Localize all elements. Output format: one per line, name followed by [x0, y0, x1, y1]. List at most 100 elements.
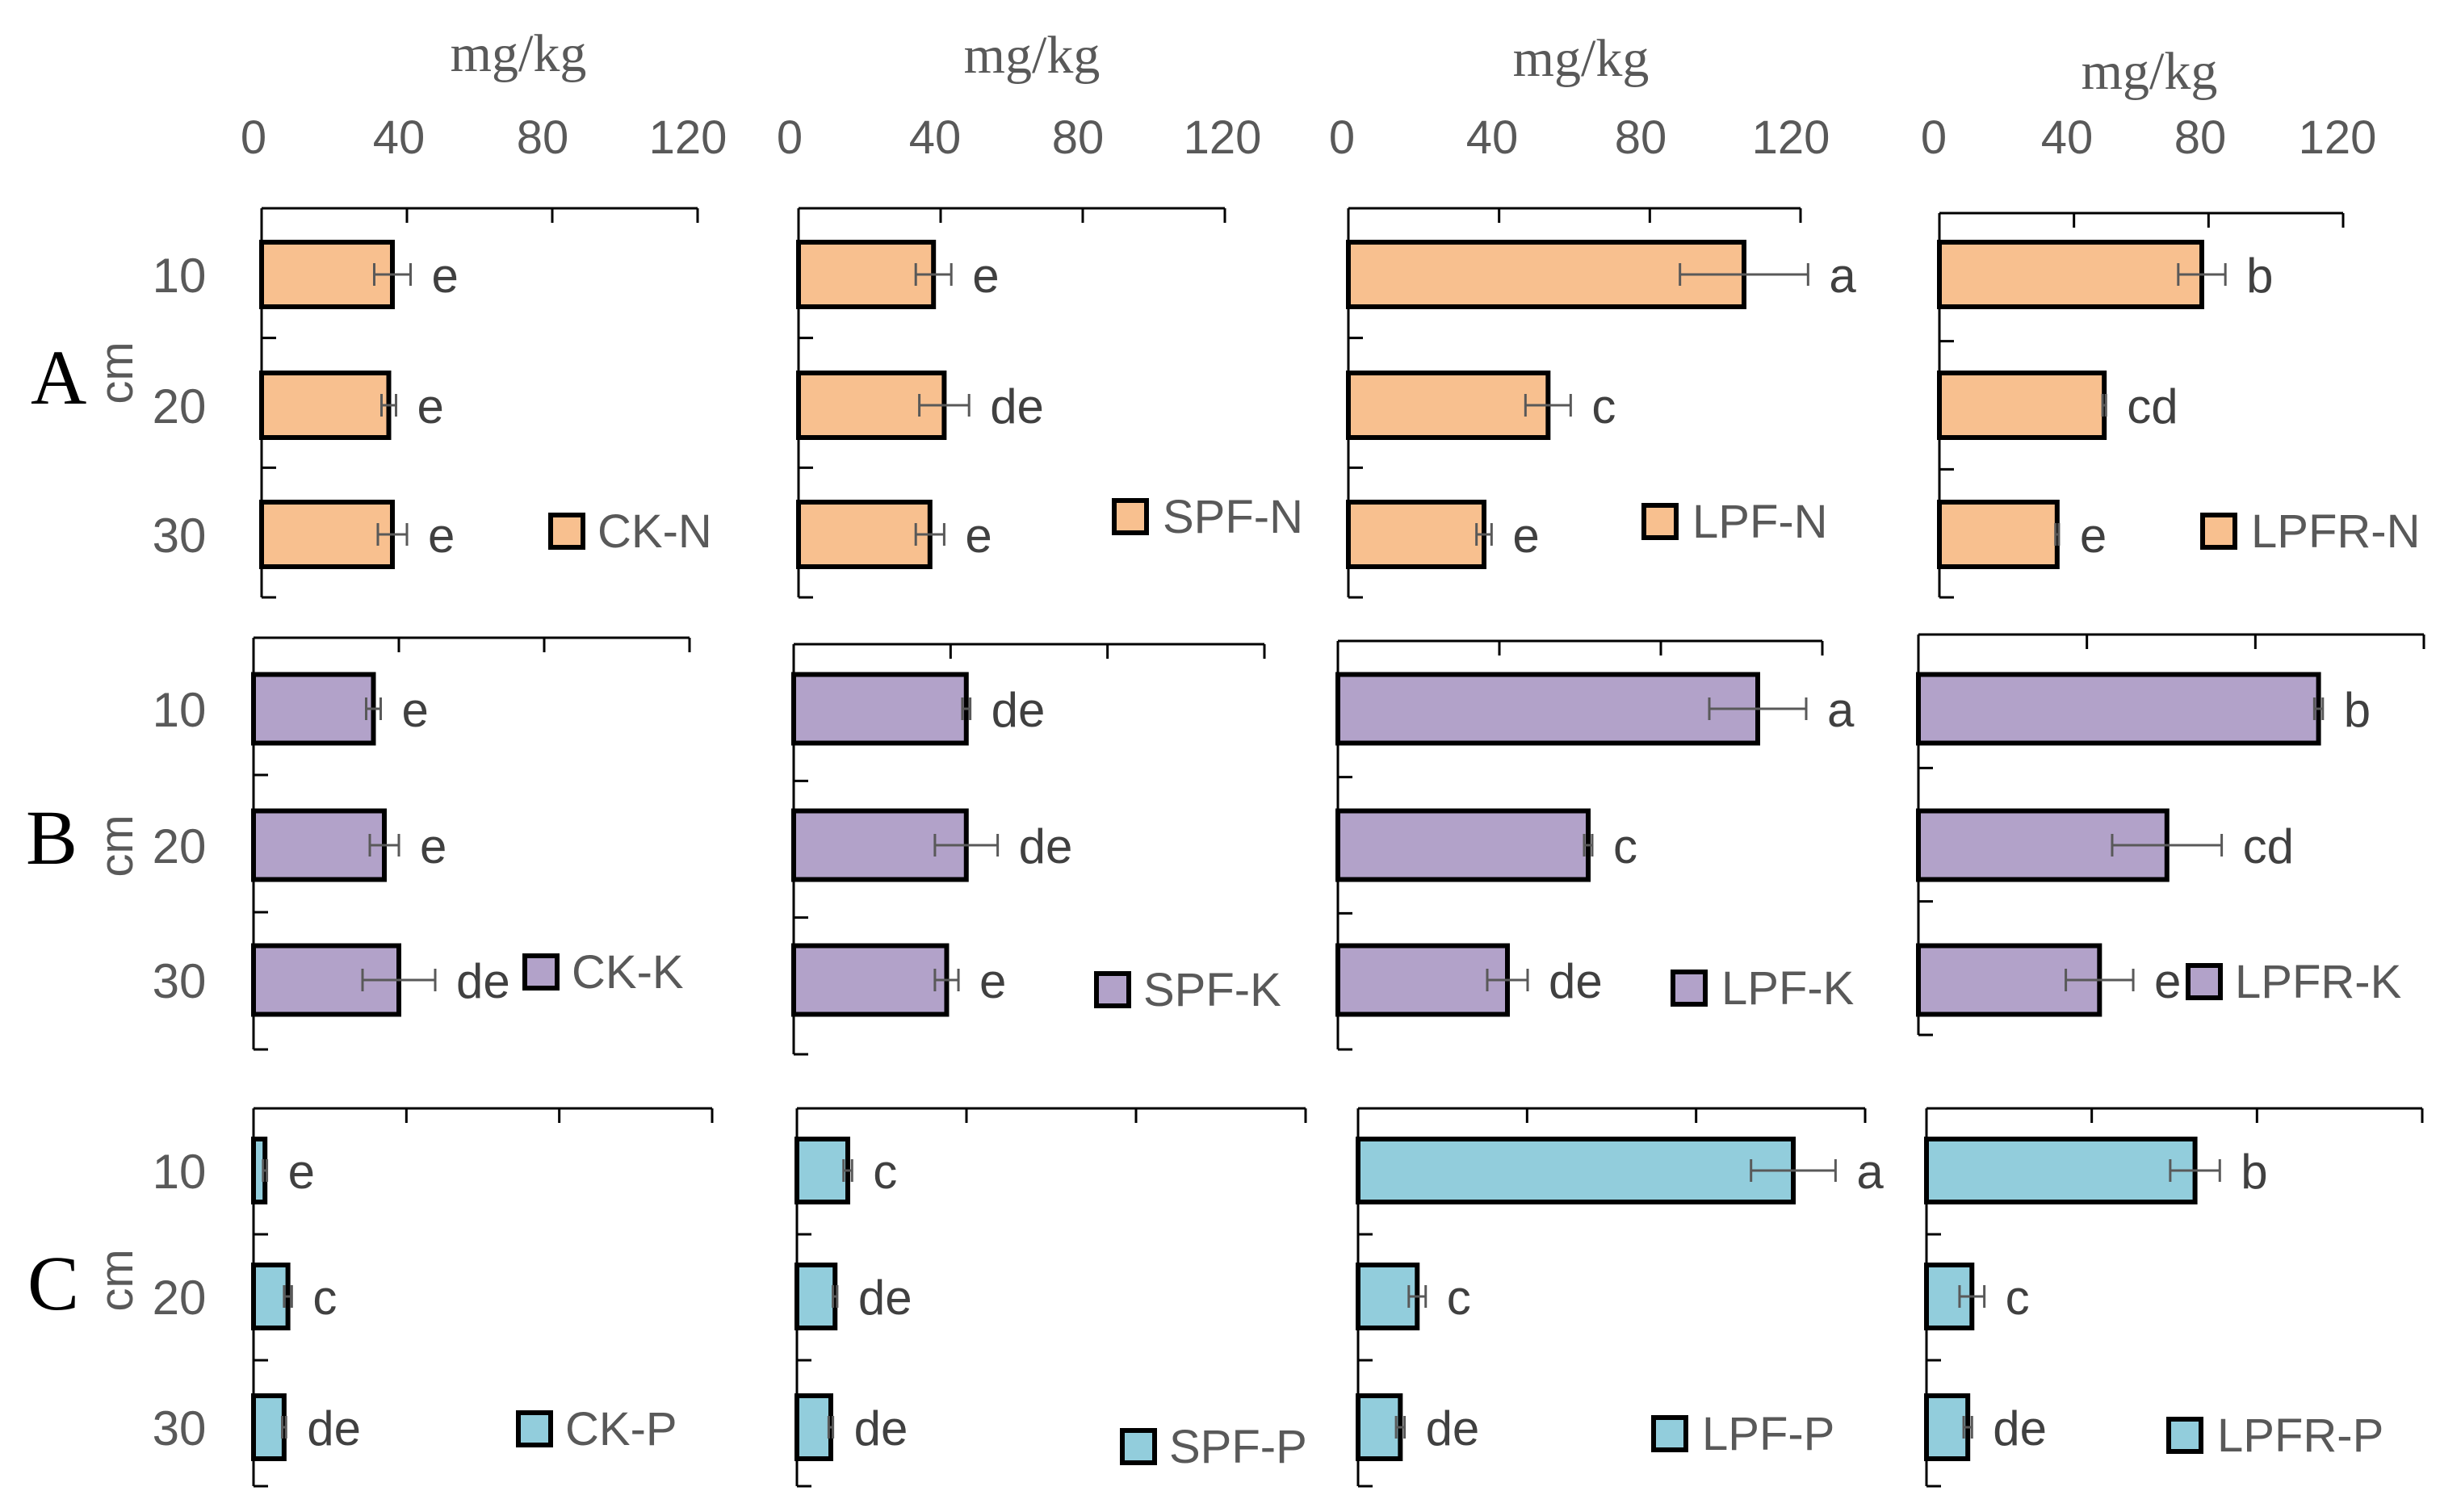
significance-label: de [990, 379, 1044, 433]
legend-swatch [1671, 970, 1708, 1007]
legend-label: SPF-K [1143, 964, 1281, 1016]
bar-LPFR-N-10 [1937, 240, 2204, 309]
significance-label: de [1993, 1401, 2047, 1455]
legend-label: CK-K [572, 946, 684, 999]
legend-label: SPF-P [1169, 1421, 1307, 1473]
x-tick-label: 80 [1615, 111, 1667, 164]
x-tick-label: 120 [2299, 111, 2377, 164]
depth-label-30: 30 [153, 954, 207, 1008]
significance-label: a [1829, 249, 1856, 303]
bar-LPF-K-10 [1335, 672, 1760, 746]
bar-SPF-P-10 [794, 1137, 850, 1204]
legend-swatch [516, 1410, 553, 1447]
bar-CK-P-20 [251, 1263, 291, 1330]
bar-LPFR-N-20 [1937, 371, 2107, 440]
bar-LPF-P-10 [1356, 1137, 1796, 1204]
y-axis-unit: cm [90, 1249, 143, 1311]
significance-label: de [858, 1271, 912, 1325]
legend-label: CK-N [597, 505, 712, 558]
significance-label: e [2154, 954, 2181, 1008]
significance-label: e [402, 683, 429, 737]
x-tick-label: 0 [1921, 111, 1947, 164]
legend-swatch [522, 953, 560, 991]
x-axis-unit: mg/kg [2082, 42, 2218, 101]
bar-SPF-K-30 [791, 943, 950, 1017]
significance-label: b [2246, 249, 2273, 303]
bar-LPFR-K-10 [1916, 672, 2321, 746]
bar-LPFR-P-30 [1924, 1393, 1971, 1461]
significance-label: de [1426, 1401, 1480, 1455]
significance-label: e [428, 509, 455, 563]
significance-label: c [1447, 1271, 1471, 1325]
significance-label: de [456, 954, 510, 1008]
x-tick-label: 120 [649, 111, 727, 164]
x-axis-unit: mg/kg [964, 26, 1101, 85]
bar-LPF-K-20 [1335, 808, 1591, 882]
legend-swatch [548, 513, 585, 550]
x-tick-label: 80 [2174, 111, 2227, 164]
legend-swatch [1120, 1428, 1157, 1465]
bar-LPF-N-20 [1346, 371, 1551, 440]
significance-label: de [1019, 819, 1073, 873]
legend-swatch [1651, 1415, 1688, 1452]
significance-label: de [992, 683, 1046, 737]
bar-SPF-N-10 [796, 240, 937, 309]
legend-swatch [1641, 503, 1679, 540]
significance-label: de [854, 1401, 908, 1455]
significance-label: e [420, 819, 446, 873]
legend-swatch [1112, 498, 1149, 535]
legend-swatch [2186, 963, 2223, 1000]
bar-LPFR-P-10 [1924, 1137, 2198, 1204]
x-tick-label: 80 [1052, 111, 1105, 164]
depth-label-20: 20 [153, 379, 207, 433]
bar-LPF-K-30 [1335, 943, 1510, 1017]
legend-label: LPFR-K [2235, 956, 2402, 1008]
x-tick-label: 40 [1466, 111, 1519, 164]
legend-swatch [1094, 971, 1131, 1008]
significance-label: a [1856, 1145, 1884, 1199]
significance-label: cd [2127, 379, 2178, 433]
significance-label: e [965, 509, 992, 563]
bar-LPF-N-30 [1346, 500, 1486, 569]
legend-label: SPF-N [1163, 491, 1303, 543]
legend-label: CK-P [565, 1403, 677, 1455]
x-tick-label: 40 [2041, 111, 2094, 164]
bar-SPF-K-10 [791, 672, 969, 746]
significance-label: cd [2243, 819, 2294, 873]
x-tick-label: 40 [373, 111, 426, 164]
legend-swatch [2200, 513, 2237, 550]
x-tick-label: 120 [1184, 111, 1262, 164]
bar-CK-N-20 [259, 371, 392, 440]
significance-label: de [1549, 954, 1603, 1008]
bar-CK-K-20 [251, 808, 387, 882]
x-tick-label: 40 [909, 111, 962, 164]
significance-label: b [2241, 1145, 2267, 1199]
legend-label: LPF-P [1702, 1408, 1834, 1460]
bar-SPF-N-30 [796, 500, 933, 569]
legend-label: LPF-K [1721, 962, 1855, 1015]
row-label-C: C [27, 1240, 79, 1326]
x-tick-label: 120 [1752, 111, 1830, 164]
bar-CK-P-30 [251, 1393, 287, 1461]
significance-label: e [2080, 509, 2107, 563]
x-tick-label: 80 [517, 111, 569, 164]
significance-label: e [1512, 509, 1539, 563]
y-axis-unit: cm [90, 341, 143, 404]
significance-label: c [1591, 379, 1616, 433]
depth-label-30: 30 [153, 1401, 207, 1455]
significance-label: c [312, 1271, 337, 1325]
bar-CK-N-30 [259, 500, 395, 569]
significance-label: e [979, 954, 1006, 1008]
significance-label: e [288, 1145, 315, 1199]
y-axis-unit: cm [90, 815, 143, 877]
significance-label: b [2344, 683, 2371, 737]
depth-label-20: 20 [153, 819, 207, 873]
legend-label: LPFR-P [2217, 1409, 2383, 1462]
x-tick-label: 0 [241, 111, 266, 164]
bar-LPF-P-30 [1356, 1393, 1403, 1461]
x-axis-unit: mg/kg [1513, 29, 1650, 88]
significance-label: a [1827, 683, 1855, 737]
x-tick-label: 0 [777, 111, 803, 164]
significance-label: de [307, 1401, 361, 1455]
